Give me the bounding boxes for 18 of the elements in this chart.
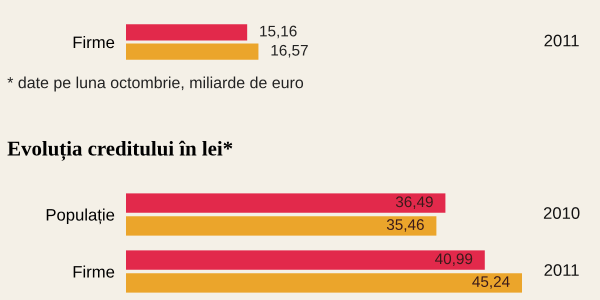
bar — [126, 273, 522, 293]
bar — [126, 250, 485, 270]
data-label: 35,46 — [386, 219, 424, 232]
data-label: 36,49 — [396, 196, 433, 210]
chart-title: Evoluția creditului în lei* — [8, 140, 232, 161]
text: 2011 — [544, 34, 579, 46]
bar — [126, 193, 446, 213]
annotation: * date pe luna octombrie, miliarde de euro — [7, 76, 304, 92]
data-label: 45,24 — [472, 276, 510, 289]
data-label: 40,99 — [435, 253, 472, 266]
data-label: 15,16 — [260, 26, 297, 38]
data-label: 16,57 — [271, 44, 308, 58]
y-tick-label: Populație — [46, 208, 114, 224]
y-tick-label: Firme — [74, 265, 114, 278]
bar — [126, 216, 436, 236]
y-tick-label: Firme — [74, 36, 114, 48]
text: 2010 — [544, 207, 580, 219]
series-label: 2011 — [544, 264, 579, 276]
